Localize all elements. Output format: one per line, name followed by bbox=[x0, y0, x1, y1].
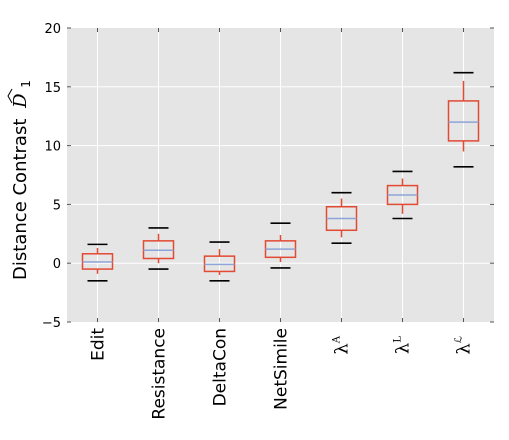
x-tick-label-sup: ℒ bbox=[454, 336, 465, 343]
box-1 bbox=[142, 227, 175, 270]
x-tick-label: λℒ bbox=[454, 336, 475, 355]
grid bbox=[67, 28, 494, 322]
box-4 bbox=[325, 191, 358, 245]
x-tick-label-text: λ bbox=[393, 343, 414, 354]
box-3 bbox=[264, 222, 297, 269]
x-tick-label-text: Edit bbox=[89, 328, 109, 361]
x-tick-label-text: λ bbox=[332, 343, 353, 354]
x-tick-label: Resistance bbox=[150, 328, 170, 420]
y-axis: −5 0 5 10 15 20 bbox=[42, 22, 494, 331]
y-tick-label: 0 bbox=[53, 257, 61, 272]
x-tick-label-sup: A bbox=[332, 335, 343, 344]
y-axis-title-subscript: 1 bbox=[19, 80, 33, 88]
x-tick-label: NetSimile bbox=[272, 328, 292, 410]
y-tick-label: 5 bbox=[53, 198, 61, 213]
y-tick-label: 20 bbox=[44, 22, 61, 37]
y-tick-label: −5 bbox=[42, 316, 61, 331]
x-tick-label: DeltaCon bbox=[211, 328, 231, 406]
x-tick-label-sup: L bbox=[393, 336, 404, 343]
y-tick-label: 10 bbox=[44, 140, 61, 155]
x-tick-label-text: NetSimile bbox=[272, 328, 292, 410]
y-axis-title-hat bbox=[7, 88, 13, 104]
x-tick-label: λL bbox=[393, 336, 414, 354]
y-tick-label: 15 bbox=[44, 81, 61, 96]
box-0 bbox=[81, 243, 114, 282]
box-6 bbox=[447, 71, 480, 168]
x-tick-label: λA bbox=[332, 335, 353, 354]
y-axis-title-text: Distance Contrast bbox=[10, 119, 31, 280]
x-tick-label: Edit bbox=[89, 328, 109, 361]
y-axis-title: Distance Contrast D 1 bbox=[10, 80, 33, 280]
box-5 bbox=[386, 170, 419, 220]
boxes bbox=[81, 71, 480, 282]
box-2 bbox=[203, 241, 236, 282]
box-iqr bbox=[447, 100, 480, 142]
x-tick-label-text: λ bbox=[454, 343, 475, 354]
x-tick-label-text: Resistance bbox=[150, 328, 170, 420]
y-axis-title-symbol: D bbox=[10, 93, 31, 109]
x-tick-label-text: DeltaCon bbox=[211, 328, 231, 406]
